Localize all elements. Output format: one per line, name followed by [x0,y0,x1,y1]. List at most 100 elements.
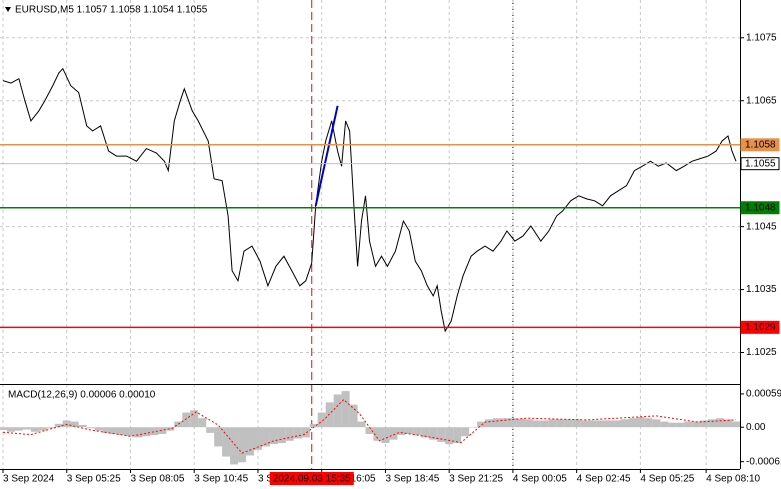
histogram-bar [206,427,215,433]
histogram-bar [238,427,247,463]
level-label-box [740,157,780,171]
histogram-bar [676,422,685,428]
x-tick-label: 4 Sep 05:25 [640,474,694,485]
histogram-bar [572,419,581,428]
y-tick-label: 1.1065 [746,95,777,106]
histogram-bar [660,421,669,428]
level-label: 1.1029 [745,322,776,333]
y-tick-label: 0.00059 [746,389,781,400]
histogram-bar [652,419,661,428]
histogram-bar [142,427,151,437]
histogram-bar [636,417,645,428]
y-tick-label: 1.1045 [746,221,777,232]
macd-title: MACD(12,26,9) 0.00006 0.00010 [8,390,156,401]
histogram-bar [708,419,717,428]
marker-label: 2024.09.03 15:35 [273,474,351,485]
menu-arrow[interactable] [5,7,11,12]
histogram-bar [508,418,517,428]
y-tick-label: 0.00 [746,422,766,433]
level-label-box [740,138,780,152]
x-tick-label: 3 Sep 10:45 [194,474,248,485]
histogram-bar [381,427,390,444]
histogram-bar [333,394,342,428]
histogram-bar [500,418,509,428]
histogram-bar [190,410,199,428]
x-tick-label: 3 Sep 2024 [3,474,55,485]
histogram-bar [588,420,597,428]
histogram-bar [70,421,79,428]
histogram-bar [269,427,278,445]
histogram-bar [198,418,207,428]
histogram-bar [580,420,589,428]
histogram-bar [524,419,533,428]
x-tick-label: 4 Sep 00:05 [513,474,567,485]
level-label: 1.1058 [745,139,776,150]
histogram-bar [684,421,693,428]
x-tick-label: 3 Sep 08:05 [130,474,184,485]
histogram-bar [78,424,87,428]
histogram-bar [716,418,725,428]
histogram-bar [230,427,239,465]
level-label: 1.1048 [745,202,776,213]
histogram-bar [604,420,613,428]
histogram-bar [724,419,733,428]
x-tick-label: 4 Sep 08:10 [706,474,760,485]
histogram-bar [317,412,326,428]
histogram-bar [492,418,501,428]
histogram-bar [253,427,262,450]
histogram-bar [548,419,557,428]
histogram-bar [126,427,135,437]
histogram-bar [628,418,637,428]
histogram-bar [668,422,677,428]
grid [0,0,740,469]
histogram-bar [46,427,55,429]
histogram-bar [461,427,470,437]
histogram-bar [389,427,398,440]
histogram-bar [349,404,358,428]
histogram-bar [644,418,653,428]
marks [0,67,741,465]
histogram-bar [86,427,95,429]
histogram-bar [158,427,167,434]
histogram-bar [102,427,111,433]
histogram-bar [94,427,103,431]
histogram-bar [540,420,549,428]
histogram-bar [556,419,565,428]
histogram-bar [445,427,454,445]
histogram-bar [301,427,310,438]
histogram-bar [293,427,302,439]
histogram-bar [357,421,366,428]
histogram-bar [413,427,422,436]
x-tick-label: 3 Sep 05:25 [67,474,121,485]
histogram-bar [516,418,525,428]
level-label-box [740,320,780,334]
histogram-bar [373,427,382,441]
histogram-bar [166,427,175,431]
histogram-bar [14,427,23,431]
histogram-bar [469,427,478,428]
histogram-bar [564,419,573,428]
histogram-bar [54,423,63,428]
level-label-box [740,201,780,215]
chart-title: EURUSD,M5 1.1057 1.1058 1.1054 1.1055 [15,5,208,16]
histogram-bar [620,419,629,428]
histogram-bar [222,427,231,457]
histogram-bar [477,421,486,428]
labels: 1.1075 1.1065 1.1045 1.1035 1.1025 1.1058 1.10… [2,32,781,485]
histogram-bar [532,420,541,428]
x-tick-label: 4 Sep 02:45 [577,474,631,485]
histogram-bar [6,427,15,432]
histogram-bar [22,427,31,430]
histogram-bar [110,427,119,434]
histogram-bar [245,427,254,456]
histogram-bar [118,427,127,436]
histogram-bar [596,420,605,428]
level-label: 1.1055 [745,158,776,169]
marker-label-box [269,472,354,485]
histogram-bar [365,427,374,434]
price-line [2,67,737,333]
histogram-bar [309,423,318,428]
y-tick-label: -0.00061 [746,456,781,467]
